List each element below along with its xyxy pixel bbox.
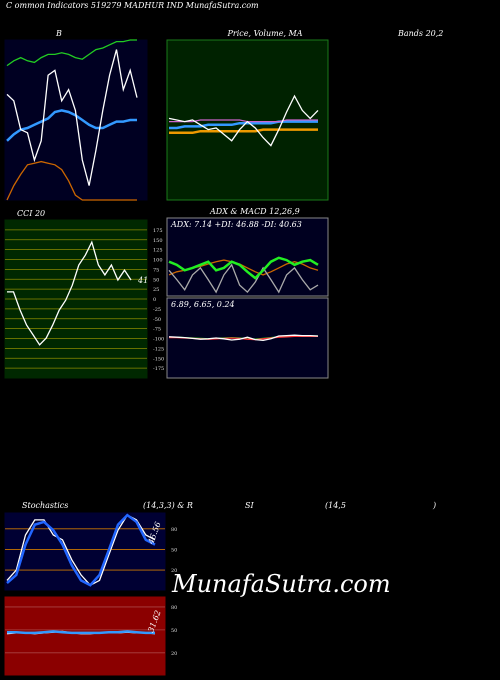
indicator-line: [168, 256, 319, 280]
indicator-line: [169, 120, 318, 130]
bands-label: Bands 20,2: [397, 29, 443, 38]
y-tick-label: -50: [153, 317, 161, 323]
stoch-header: ): [432, 501, 436, 510]
y-tick-label: 125: [153, 248, 163, 254]
y-tick-label: -125: [153, 346, 164, 352]
y-tick-label: 20: [171, 651, 177, 657]
indicator-line: [6, 39, 137, 67]
indicator-line: [6, 109, 137, 142]
y-tick-label: -75: [153, 327, 161, 333]
y-tick-label: 150: [153, 238, 163, 244]
page-header: C ommon Indicators 519279 MADHUR IND Mun…: [6, 1, 259, 10]
y-tick-label: -25: [153, 307, 161, 313]
y-tick-label: 175: [153, 228, 163, 234]
watermark: MunafaSutra.com: [171, 570, 391, 598]
stoch-header: (14,5: [325, 501, 346, 510]
y-tick-label: 20: [171, 568, 177, 574]
y-tick-label: 25: [153, 287, 159, 293]
indicator-line: [7, 630, 155, 635]
y-tick-label: 100: [153, 258, 163, 264]
y-tick-label: -100: [153, 337, 164, 343]
y-tick-label: 75: [153, 267, 159, 273]
y-tick-label: -175: [153, 366, 164, 372]
y-tick-label: 80: [171, 605, 177, 611]
panel-title: B: [55, 29, 62, 38]
panel-title: Price, Volume, MA: [227, 29, 303, 38]
indicator-line: [6, 49, 138, 186]
indicator-line: [169, 128, 318, 135]
stoch-header: SI: [245, 501, 254, 510]
value-label: 41: [137, 276, 148, 285]
y-tick-label: 0: [153, 297, 156, 303]
indicator-line: [168, 94, 319, 147]
panel: [4, 596, 166, 676]
panel: [4, 39, 148, 201]
indicator-line: [6, 513, 156, 587]
panel: [166, 217, 329, 297]
y-tick-label: 80: [171, 527, 177, 533]
panel-title: CCI 20: [17, 209, 45, 218]
indicator-line: [6, 160, 137, 201]
indicator-line: [7, 240, 132, 346]
panel-label: 6.89, 6.65, 0.24: [171, 300, 235, 309]
indicator-line: [168, 263, 319, 294]
stoch-header: (14,3,3) & R: [143, 501, 193, 510]
y-tick-label: 50: [171, 628, 177, 634]
panel-label: ADX: 7.14 +DI: 46.88 -DI: 40.63: [170, 220, 302, 229]
adx-title: ADX & MACD 12,26,9: [209, 207, 300, 216]
indicator-line: [168, 334, 319, 342]
stoch-header: Stochastics: [22, 501, 68, 510]
y-tick-label: 50: [171, 547, 177, 553]
y-tick-label: 50: [153, 277, 159, 283]
y-tick-label: -150: [153, 356, 164, 362]
